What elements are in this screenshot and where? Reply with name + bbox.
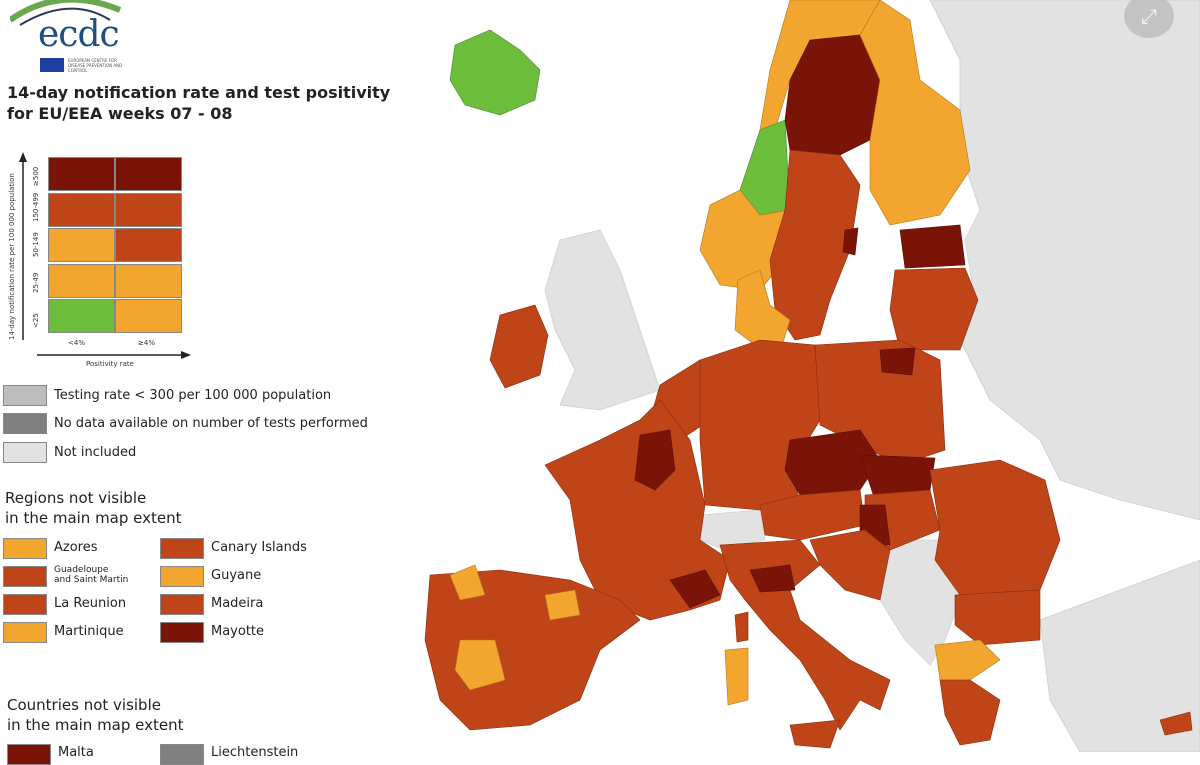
region-not-included-east [929, 0, 1200, 521]
matrix-cell [115, 228, 182, 262]
legend-swatch-not-included [3, 442, 47, 463]
countries-heading: in the main map extent [7, 716, 184, 734]
region-gotland [842, 227, 859, 256]
region-sweden [769, 149, 861, 341]
region-turkey [1039, 559, 1200, 752]
region-ireland [489, 304, 549, 389]
legend-label: Testing rate < 300 per 100 000 populatio… [54, 388, 332, 403]
region-bulgaria [954, 589, 1041, 646]
region-swatch [3, 566, 47, 587]
matrix-x-axis-label: Positivity rate [86, 360, 134, 368]
region-label: Mayotte [211, 624, 265, 639]
region-estonia [899, 224, 966, 269]
region-latvia-lithuania [889, 267, 979, 351]
legend-panel: ecdc EUROPEAN CENTRE FOR DISEASE PREVENT… [0, 0, 400, 765]
region-sicily [789, 719, 841, 749]
region-swatch [3, 622, 47, 643]
region-swatch [160, 566, 204, 587]
map-title: 14-day notification rate and test positi… [7, 83, 391, 123]
country-label: Malta [58, 745, 94, 760]
legend-label: No data available on number of tests per… [54, 416, 368, 431]
region-greece-north [934, 639, 1001, 681]
ecdc-logo: ecdc EUROPEAN CENTRE FOR DISEASE PREVENT… [10, 0, 130, 80]
region-denmark [734, 269, 791, 353]
region-switzerland [699, 509, 766, 549]
expand-arrows-icon: ⤢ [1141, 4, 1157, 28]
regions-heading: Regions not visible [5, 489, 147, 507]
region-label: Canary Islands [211, 540, 307, 555]
matrix-row-label: <25 [32, 313, 40, 328]
legend-swatch-no-data [3, 413, 47, 434]
region-greece [939, 679, 1001, 746]
matrix-row-label: 50-149 [32, 232, 40, 257]
regions-heading: in the main map extent [5, 509, 182, 527]
region-cyprus [1159, 711, 1193, 736]
region-france-south [669, 569, 721, 609]
matrix-cell [48, 263, 115, 298]
legend-label: Not included [54, 445, 137, 460]
region-label: Guyane [211, 568, 262, 583]
country-swatch-malta [7, 744, 51, 765]
eu-flag-icon [40, 58, 64, 72]
region-finland [859, 0, 971, 226]
region-spain-ebro [544, 589, 581, 621]
matrix-y-axis-label: 14-day notification rate per 100 000 pop… [8, 173, 16, 340]
matrix-cell [115, 263, 182, 298]
matrix-cell [115, 299, 182, 333]
region-croatia [809, 529, 891, 601]
matrix-column-label: ≥4% [138, 339, 155, 347]
matrix-column-label: <4% [68, 339, 85, 347]
region-swatch [3, 594, 47, 615]
region-label: Madeira [211, 596, 264, 611]
region-label: Martinique [54, 624, 124, 639]
matrix-cell [48, 228, 115, 262]
region-swatch [160, 594, 204, 615]
region-romania [929, 459, 1061, 596]
matrix-axes-arrows [19, 152, 191, 359]
country-label: Liechtenstein [211, 745, 299, 760]
region-sardinia [724, 647, 749, 706]
region-italy-north [749, 564, 796, 593]
region-spain-extremadura [454, 639, 506, 691]
region-france-east [634, 429, 676, 491]
matrix-cell [48, 192, 115, 227]
globe-arc-icon [10, 0, 122, 26]
region-spain-north [449, 564, 486, 601]
region-label: Azores [54, 540, 98, 555]
region-uk [544, 229, 661, 411]
matrix-cell [48, 299, 115, 333]
matrix-row-label: 150-499 [32, 192, 40, 222]
region-iceland [449, 29, 541, 116]
expand-map-button[interactable]: ⤢ [1124, 0, 1174, 38]
region-swatch [160, 538, 204, 559]
region-label: Guadeloupe and Saint Martin [54, 565, 129, 585]
matrix-row-label: ≥500 [32, 166, 40, 186]
region-corsica [734, 611, 749, 643]
region-spain [424, 569, 641, 731]
matrix-cell [115, 192, 182, 227]
region-poland-ne [879, 347, 916, 376]
matrix-cell [48, 157, 115, 191]
region-swatch [3, 538, 47, 559]
region-label: La Reunion [54, 596, 127, 611]
countries-heading: Countries not visible [7, 696, 161, 714]
legend-swatch-testing-rate [3, 385, 47, 406]
matrix-cell [115, 157, 182, 191]
matrix-row-label: 25-49 [32, 272, 40, 293]
country-swatch-liechtenstein [160, 744, 204, 765]
region-swatch [160, 622, 204, 643]
